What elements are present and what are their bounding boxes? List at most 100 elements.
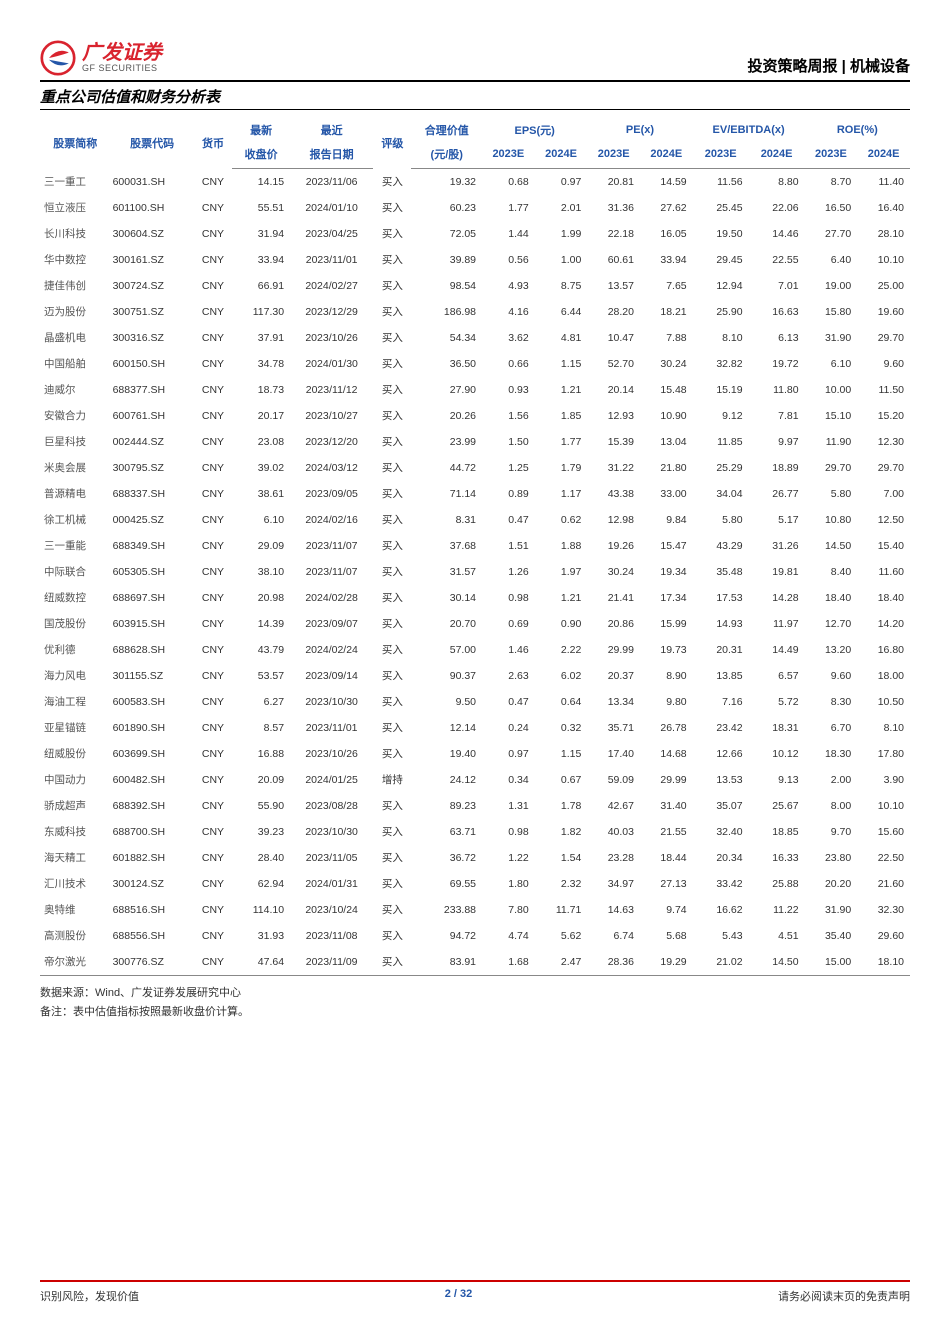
table-cell: 29.70 [857,325,910,351]
table-cell: 9.97 [749,429,805,455]
table-cell: 2023/11/07 [290,533,373,559]
table-cell: 16.88 [232,741,290,767]
table-cell: 4.16 [482,299,535,325]
table-cell: 12.30 [857,429,910,455]
table-cell: CNY [194,715,232,741]
table-cell: 300604.SZ [111,221,194,247]
table-cell: 20.37 [587,663,640,689]
table-row: 迪威尔688377.SHCNY18.732023/11/12买入27.900.9… [40,377,910,403]
table-cell: 2.01 [535,195,588,221]
table-cell: 31.36 [587,195,640,221]
table-cell: 0.98 [482,585,535,611]
table-cell: 31.90 [805,897,858,923]
table-cell: 纽威股份 [40,741,111,767]
table-cell: 6.74 [587,923,640,949]
table-cell: 1.21 [535,377,588,403]
table-cell: 1.79 [535,455,588,481]
table-row: 徐工机械000425.SZCNY6.102024/02/16买入8.310.47… [40,507,910,533]
table-cell: CNY [194,897,232,923]
table-cell: 300124.SZ [111,871,194,897]
table-cell: 11.60 [857,559,910,585]
table-cell: 15.40 [857,533,910,559]
table-cell: 11.56 [693,169,749,195]
table-cell: 17.53 [693,585,749,611]
table-cell: 买入 [373,559,411,585]
table-cell: 18.85 [749,819,805,845]
table-cell: 27.90 [411,377,482,403]
table-cell: 19.40 [411,741,482,767]
col-pe-2024e: 2024E [640,142,693,169]
table-cell: 000425.SZ [111,507,194,533]
table-cell: 21.60 [857,871,910,897]
logo-text: 广发证券 GF SECURITIES [82,42,162,74]
table-cell: CNY [194,273,232,299]
table-cell: 国茂股份 [40,611,111,637]
table-row: 高测股份688556.SHCNY31.932023/11/08买入94.724.… [40,923,910,949]
table-cell: 2024/02/24 [290,637,373,663]
table-row: 迈为股份300751.SZCNY117.302023/12/29买入186.98… [40,299,910,325]
footer-left: 识别风险，发现价值 [40,1288,139,1304]
table-cell: 31.90 [805,325,858,351]
table-cell: 20.70 [411,611,482,637]
table-cell: 33.94 [232,247,290,273]
table-cell: 25.00 [857,273,910,299]
table-cell: 4.51 [749,923,805,949]
table-cell: 2024/02/27 [290,273,373,299]
table-cell: 20.09 [232,767,290,793]
table-cell: 2024/02/16 [290,507,373,533]
table-cell: 2.47 [535,949,588,976]
table-cell: 600761.SH [111,403,194,429]
footer-page-number: 2 / 32 [445,1288,473,1304]
table-cell: 83.91 [411,949,482,976]
table-cell: 18.44 [640,845,693,871]
table-cell: 60.61 [587,247,640,273]
table-row: 国茂股份603915.SHCNY14.392023/09/07买入20.700.… [40,611,910,637]
table-cell: 35.48 [693,559,749,585]
table-cell: 11.71 [535,897,588,923]
table-cell: 25.45 [693,195,749,221]
table-cell: 688697.SH [111,585,194,611]
table-cell: 63.71 [411,819,482,845]
table-cell: 0.24 [482,715,535,741]
table-cell: 6.10 [232,507,290,533]
table-cell: CNY [194,429,232,455]
table-cell: CNY [194,767,232,793]
table-row: 米奥会展300795.SZCNY39.022024/03/12买入44.721.… [40,455,910,481]
table-cell: 29.99 [587,637,640,663]
table-cell: 43.79 [232,637,290,663]
table-cell: CNY [194,377,232,403]
table-cell: 0.47 [482,689,535,715]
table-cell: 东威科技 [40,819,111,845]
table-cell: 18.10 [857,949,910,976]
table-cell: 19.34 [640,559,693,585]
table-cell: 1.25 [482,455,535,481]
table-cell: 1.00 [535,247,588,273]
table-cell: CNY [194,481,232,507]
table-cell: 300316.SZ [111,325,194,351]
table-cell: 688556.SH [111,923,194,949]
table-cell: 72.05 [411,221,482,247]
table-cell: CNY [194,663,232,689]
table-cell: 10.50 [857,689,910,715]
table-cell: 52.70 [587,351,640,377]
table-cell: 米奥会展 [40,455,111,481]
table-cell: 55.90 [232,793,290,819]
table-cell: 1.46 [482,637,535,663]
table-cell: 12.66 [693,741,749,767]
table-cell: 6.40 [805,247,858,273]
table-cell: 2023/10/26 [290,741,373,767]
table-cell: 5.43 [693,923,749,949]
table-row: 骄成超声688392.SHCNY55.902023/08/28买入89.231.… [40,793,910,819]
table-cell: 12.70 [805,611,858,637]
table-cell: 34.78 [232,351,290,377]
table-cell: 买入 [373,195,411,221]
table-cell: 20.98 [232,585,290,611]
table-cell: 36.72 [411,845,482,871]
table-cell: 16.40 [857,195,910,221]
table-cell: 20.81 [587,169,640,195]
table-cell: 4.81 [535,325,588,351]
table-row: 中国船舶600150.SHCNY34.782024/01/30买入36.500.… [40,351,910,377]
table-cell: 34.97 [587,871,640,897]
table-cell: 0.93 [482,377,535,403]
table-cell: 11.40 [857,169,910,195]
